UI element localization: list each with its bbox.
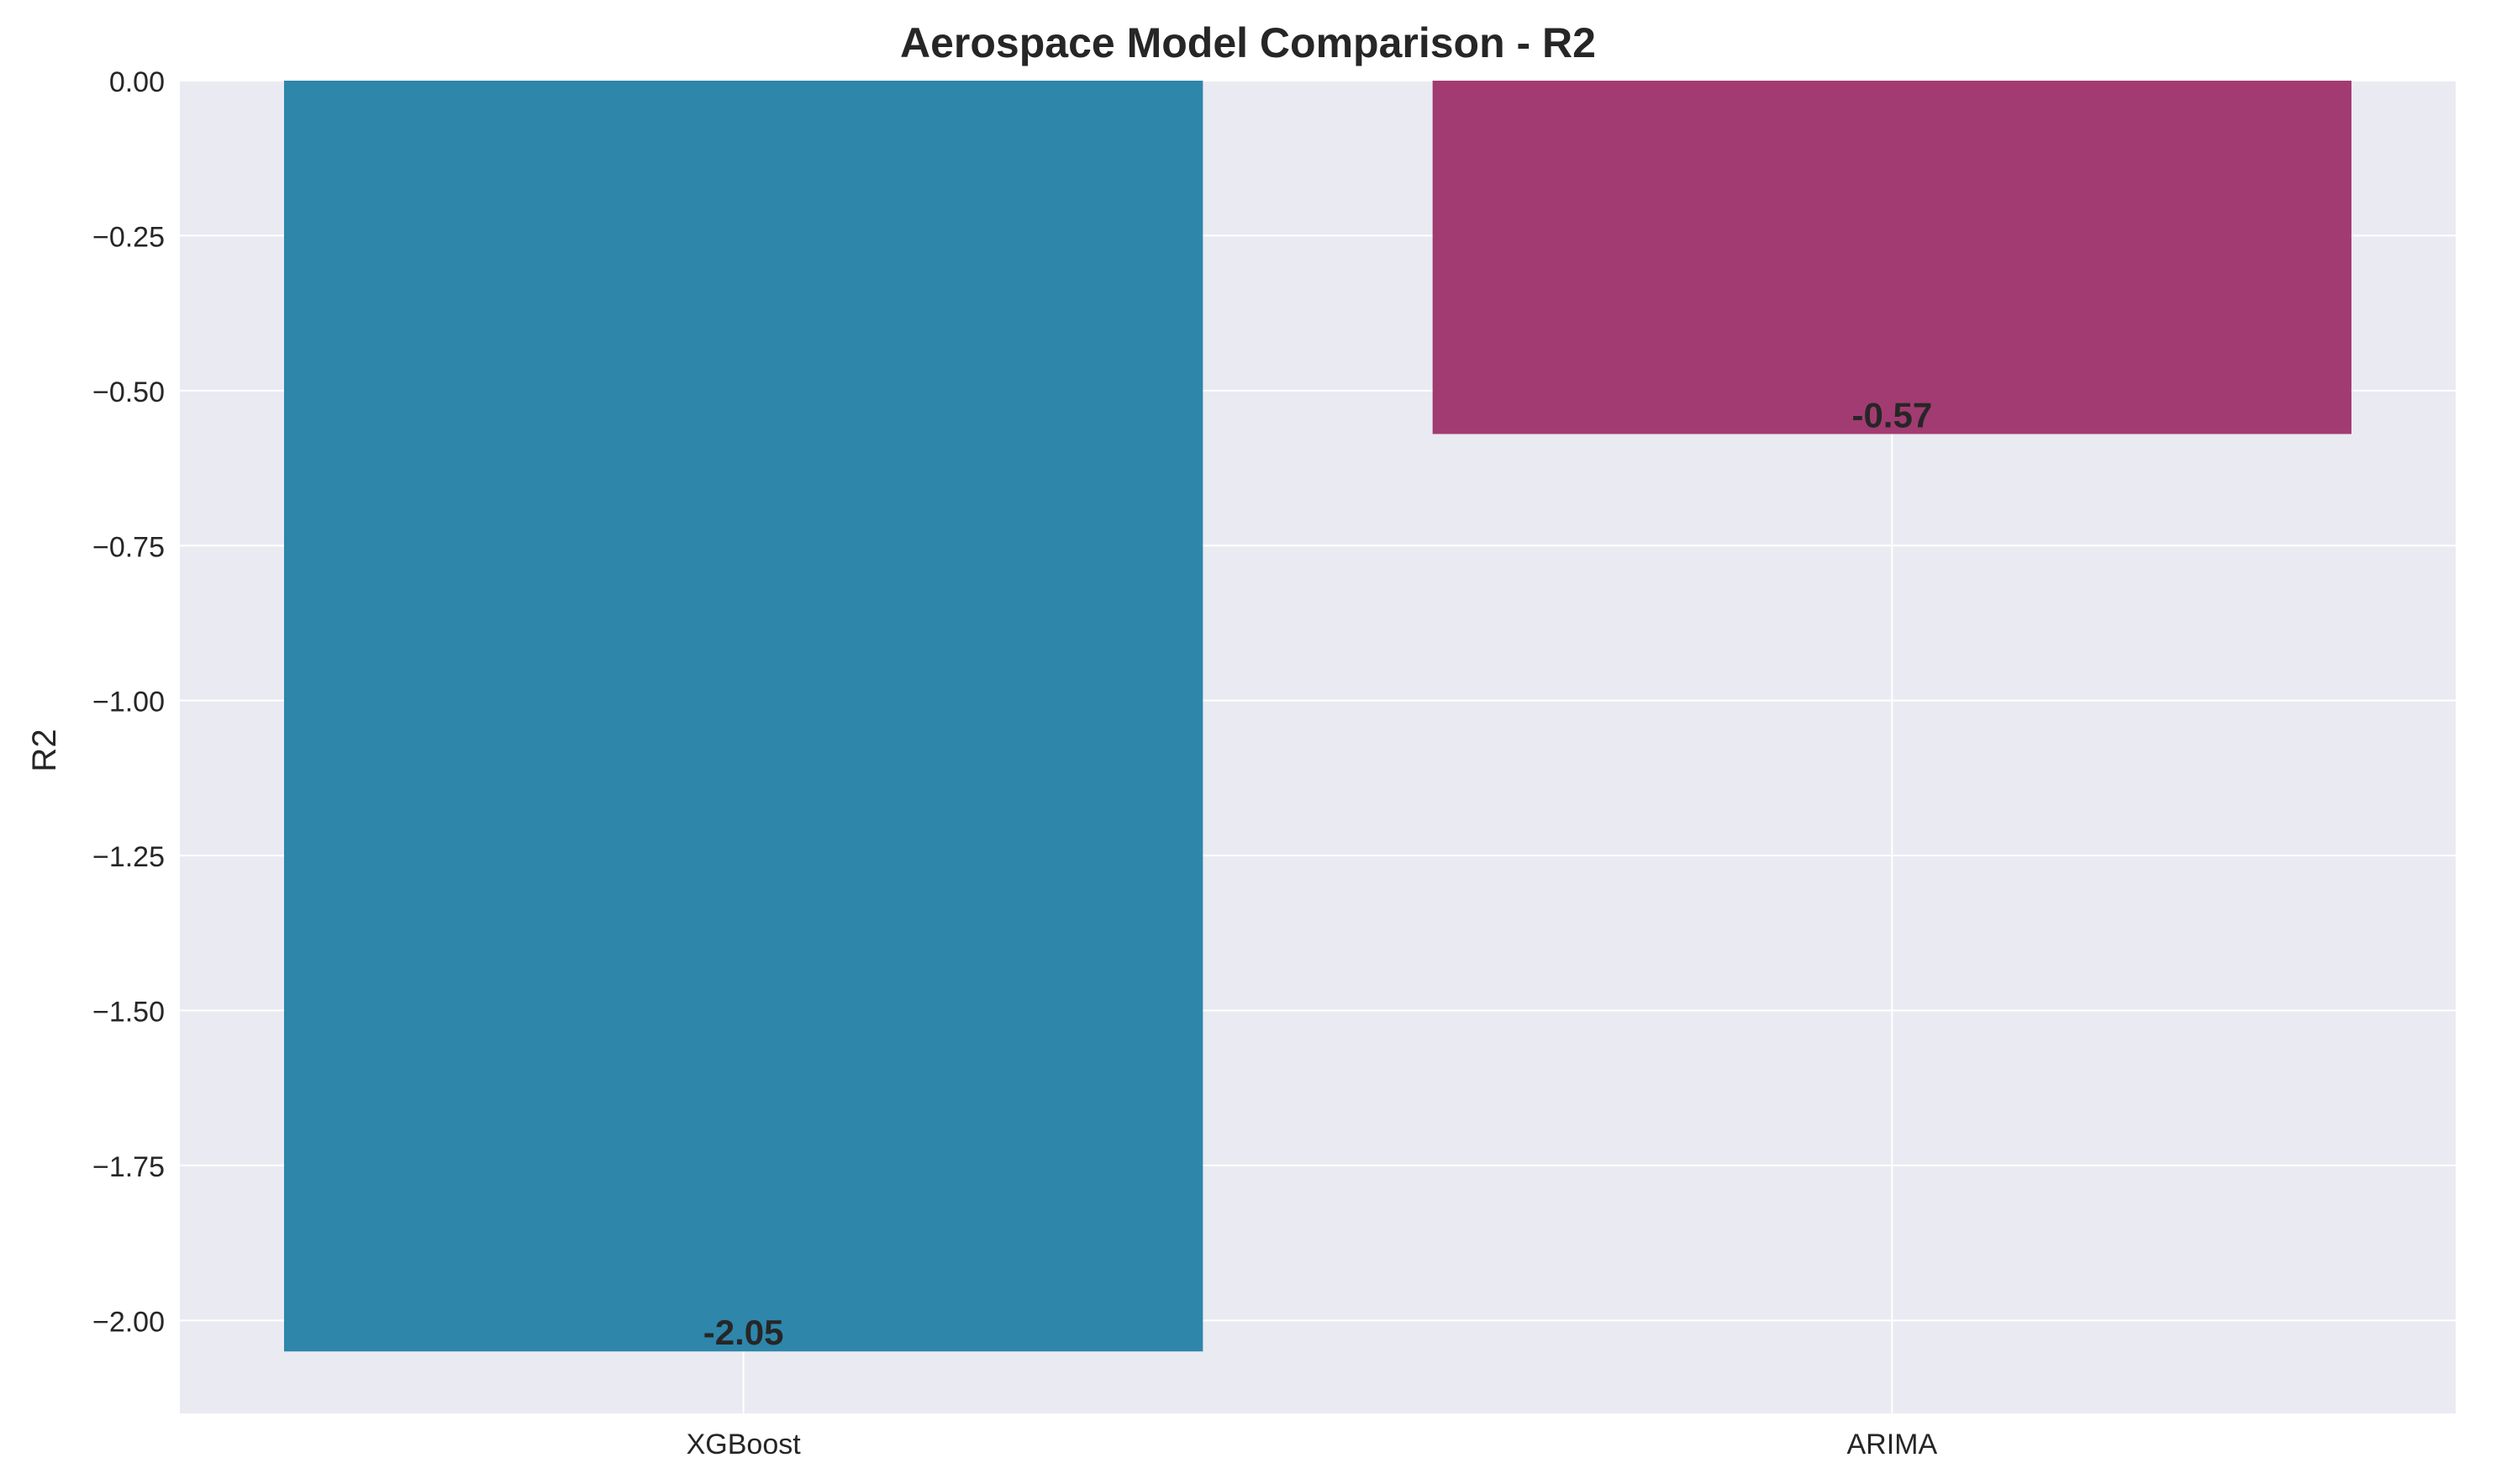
y-axis-ticks: 0.00 −0.25 −0.50 −0.75 −1.00 −1.25 −1.50 −1.75 −… [92,66,165,1338]
bars [284,81,2351,1352]
data-label-arima: -0.57 [1851,395,1932,434]
y-tick-label: −0.50 [92,376,165,408]
y-tick-label: −1.75 [92,1151,165,1183]
y-tick-label: −1.50 [92,997,165,1029]
data-label-xgboost: -2.05 [703,1313,784,1352]
x-tick-label: ARIMA [1846,1429,1937,1460]
y-tick-label: −0.75 [92,531,165,563]
bar-xgboost [284,81,1203,1352]
y-tick-label: −1.25 [92,841,165,873]
y-tick-label: −2.00 [92,1306,165,1338]
y-tick-label: −1.00 [92,687,165,718]
x-axis-ticks: XGBoost ARIMA [687,1429,1938,1460]
y-tick-label: 0.00 [109,66,165,98]
bar-arima [1432,81,2351,434]
y-axis-label: R2 [26,729,63,771]
bar-value-labels: -2.05 -0.57 [703,395,1932,1352]
x-tick-label: XGBoost [687,1429,802,1460]
chart-title: Aerospace Model Comparison - R2 [900,19,1596,66]
y-tick-label: −0.25 [92,221,165,253]
